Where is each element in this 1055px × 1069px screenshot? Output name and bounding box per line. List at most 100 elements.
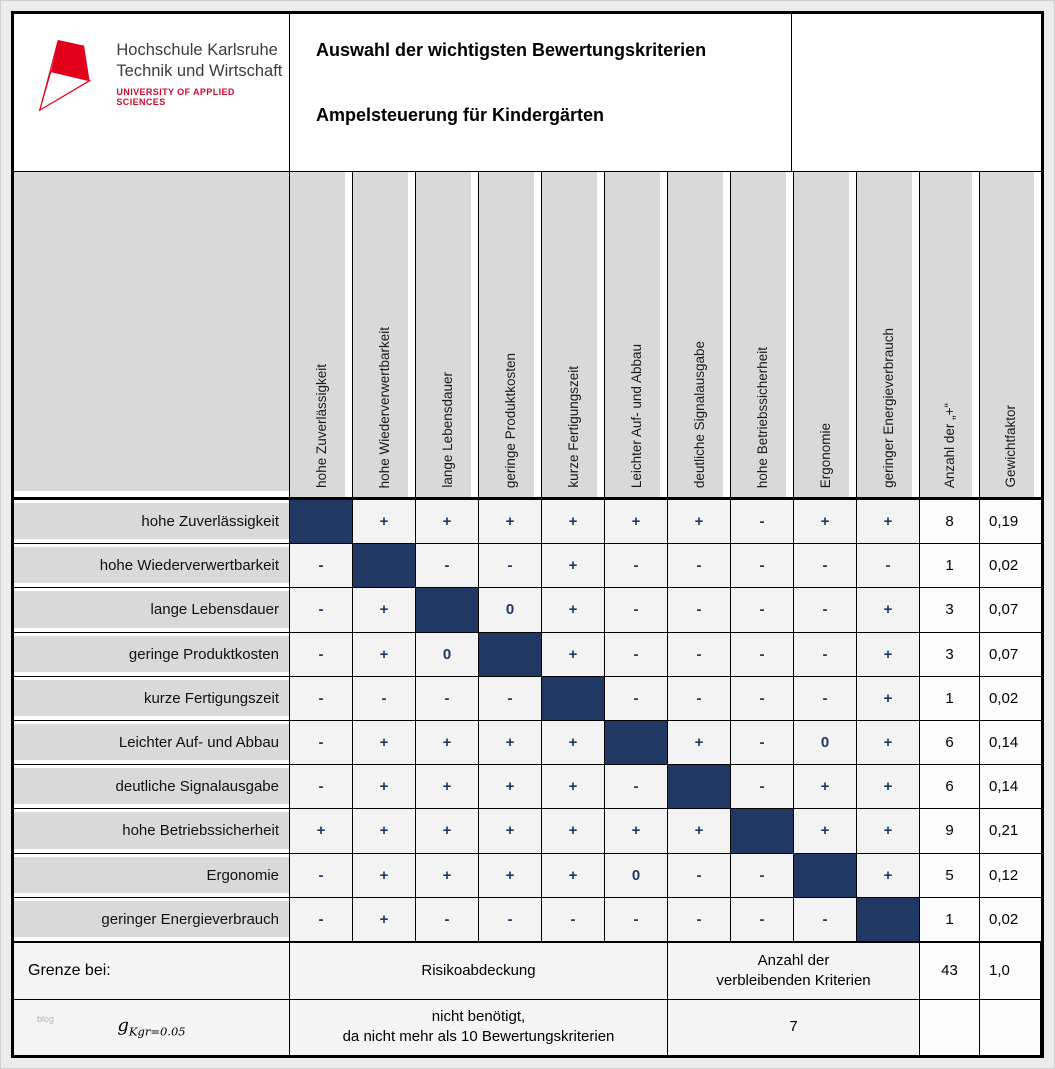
matrix-cell-r1c5: + bbox=[542, 500, 605, 545]
column-header-8: hohe Betriebssicherheit bbox=[731, 172, 794, 500]
footer-empty-gewicht-cell bbox=[980, 999, 1041, 1055]
row-label-3: lange Lebensdauer bbox=[14, 588, 290, 633]
nicht-benoetigt-cell: nicht benötigt, da nicht mehr als 10 Bew… bbox=[290, 999, 668, 1055]
matrix-cell-r3c10: + bbox=[857, 588, 920, 633]
column-header-7: deutliche Signalausgabe bbox=[668, 172, 731, 500]
anzahl-cell-7: 6 bbox=[920, 765, 980, 810]
matrix-cell-r6c7: + bbox=[668, 720, 731, 766]
gewicht-cell-4: 0,07 bbox=[980, 632, 1041, 677]
matrix-cell-r8c3: + bbox=[416, 809, 479, 854]
matrix-cell-r7c6: - bbox=[605, 765, 668, 810]
matrix-cell-r8c9: + bbox=[794, 809, 857, 854]
column-header-label: Anzahl der „+“ bbox=[942, 402, 957, 488]
hska-logo-icon bbox=[38, 39, 92, 112]
matrix-cell-r9c8: - bbox=[731, 853, 794, 898]
matrix-cell-r5c6: - bbox=[605, 676, 668, 721]
matrix-cell-r10c4: - bbox=[479, 897, 542, 942]
matrix-cell-r7c3: + bbox=[416, 765, 479, 810]
logo-subtitle: UNIVERSITY OF APPLIED SCIENCES bbox=[116, 86, 235, 107]
matrix-cell-r9c5: + bbox=[542, 853, 605, 898]
column-header-label: deutliche Signalausgabe bbox=[691, 340, 707, 488]
anzahl-cell-8: 9 bbox=[920, 809, 980, 854]
matrix-cell-r10c3: - bbox=[416, 897, 479, 942]
column-header-label: hohe Betriebssicherheit bbox=[754, 346, 770, 488]
matrix-cell-r7c8: - bbox=[731, 765, 794, 810]
matrix-cell-r4c3: 0 bbox=[416, 632, 479, 677]
column-header-extra-1: Anzahl der „+“ bbox=[920, 172, 980, 500]
row-label-9: Ergonomie bbox=[14, 853, 290, 898]
matrix-cell-r7c9: + bbox=[794, 765, 857, 810]
matrix-cell-r6c5: + bbox=[542, 720, 605, 766]
anzahl-cell-6: 6 bbox=[920, 720, 980, 766]
column-header-extra-2: Gewichtfaktor bbox=[980, 172, 1041, 500]
column-header-9: Ergonomie bbox=[794, 172, 857, 500]
matrix-cell-r2c2 bbox=[353, 544, 416, 589]
gewicht-cell-5: 0,02 bbox=[980, 676, 1041, 721]
matrix-cell-r8c8 bbox=[731, 809, 794, 854]
risikoabdeckung-cell: Risikoabdeckung bbox=[290, 942, 668, 1000]
matrix-cell-r4c2: + bbox=[353, 632, 416, 677]
gewicht-cell-3: 0,07 bbox=[980, 588, 1041, 633]
matrix-cell-r6c4: + bbox=[479, 720, 542, 766]
matrix-cell-r1c6: + bbox=[605, 500, 668, 545]
row-label-2: hohe Wiederverwertbarkeit bbox=[14, 544, 290, 589]
anzahl-cell-9: 5 bbox=[920, 853, 980, 898]
column-header-label: lange Lebensdauer bbox=[439, 372, 455, 488]
matrix-cell-r8c6: + bbox=[605, 809, 668, 854]
matrix-cell-r3c8: - bbox=[731, 588, 794, 633]
total-anzahl-cell: 43 bbox=[920, 942, 980, 1000]
title-cell: Auswahl der wichtigsten Bewertungskriter… bbox=[290, 14, 791, 171]
matrix-cell-r9c3: + bbox=[416, 853, 479, 898]
footer-band: Grenze bei: Risikoabdeckung Anzahl der v… bbox=[14, 941, 1041, 1055]
matrix-cell-r2c8: - bbox=[731, 544, 794, 589]
column-header-1: hohe Zuverlässigkeit bbox=[290, 172, 353, 500]
anzahl-cell-10: 1 bbox=[920, 897, 980, 942]
column-header-2: hohe Wiederverwertbarkeit bbox=[353, 172, 416, 500]
matrix-cell-r9c2: + bbox=[353, 853, 416, 898]
anzahl-cell-4: 3 bbox=[920, 632, 980, 677]
matrix-cell-r6c3: + bbox=[416, 720, 479, 766]
matrix-cell-r4c4 bbox=[479, 632, 542, 677]
matrix-cell-r10c6: - bbox=[605, 897, 668, 942]
matrix-cell-r3c2: + bbox=[353, 588, 416, 633]
matrix-cell-r2c3: - bbox=[416, 544, 479, 589]
row-label-7: deutliche Signalausgabe bbox=[14, 765, 290, 810]
matrix-cell-r8c2: + bbox=[353, 809, 416, 854]
logo-text: Hochschule Karlsruhe Technik und Wirtsch… bbox=[116, 36, 283, 107]
g-formula: gKgr=0.05 bbox=[117, 1015, 186, 1039]
matrix-cell-r5c3: - bbox=[416, 676, 479, 721]
column-header-label: Ergonomie bbox=[817, 422, 833, 488]
gewicht-cell-7: 0,14 bbox=[980, 765, 1041, 810]
matrix-cell-r4c1: - bbox=[290, 632, 353, 677]
gewichtfaktor-grenze-cell: gKgr=0.05 bbox=[14, 999, 290, 1055]
matrix-cell-r2c4: - bbox=[479, 544, 542, 589]
matrix-cell-r1c2: + bbox=[353, 500, 416, 545]
matrix-cell-r10c10 bbox=[857, 897, 920, 942]
matrix-cell-r5c2: - bbox=[353, 676, 416, 721]
grenze-label-cell: Grenze bei: bbox=[14, 942, 290, 1000]
matrix-cell-r5c1: - bbox=[290, 676, 353, 721]
matrix-corner-cell bbox=[14, 172, 290, 500]
matrix-cell-r7c4: + bbox=[479, 765, 542, 810]
matrix-cell-r8c1: + bbox=[290, 809, 353, 854]
column-header-label: Gewichtfaktor bbox=[1003, 405, 1018, 488]
matrix-cell-r5c5 bbox=[542, 676, 605, 721]
column-header-10: geringer Energieverbrauch bbox=[857, 172, 920, 500]
matrix-cell-r2c6: - bbox=[605, 544, 668, 589]
logo-name-line2: Technik und Wirtschaft bbox=[116, 62, 283, 81]
matrix-cell-r3c5: + bbox=[542, 588, 605, 633]
matrix-cell-r5c8: - bbox=[731, 676, 794, 721]
anzahl-cell-1: 8 bbox=[920, 500, 980, 545]
matrix-cell-r8c4: + bbox=[479, 809, 542, 854]
column-header-label: geringe Produktkosten bbox=[502, 352, 518, 488]
matrix-cell-r9c4: + bbox=[479, 853, 542, 898]
matrix-cell-r10c5: - bbox=[542, 897, 605, 942]
matrix-cell-r3c4: 0 bbox=[479, 588, 542, 633]
matrix-cell-r9c1: - bbox=[290, 853, 353, 898]
matrix-cell-r6c2: + bbox=[353, 720, 416, 766]
document-title: Auswahl der wichtigsten Bewertungskriter… bbox=[316, 40, 707, 60]
total-gewicht-cell: 1,0 bbox=[980, 942, 1041, 1000]
matrix-cell-r4c6: - bbox=[605, 632, 668, 677]
matrix-cell-r5c10: + bbox=[857, 676, 920, 721]
matrix-cell-r1c10: + bbox=[857, 500, 920, 545]
